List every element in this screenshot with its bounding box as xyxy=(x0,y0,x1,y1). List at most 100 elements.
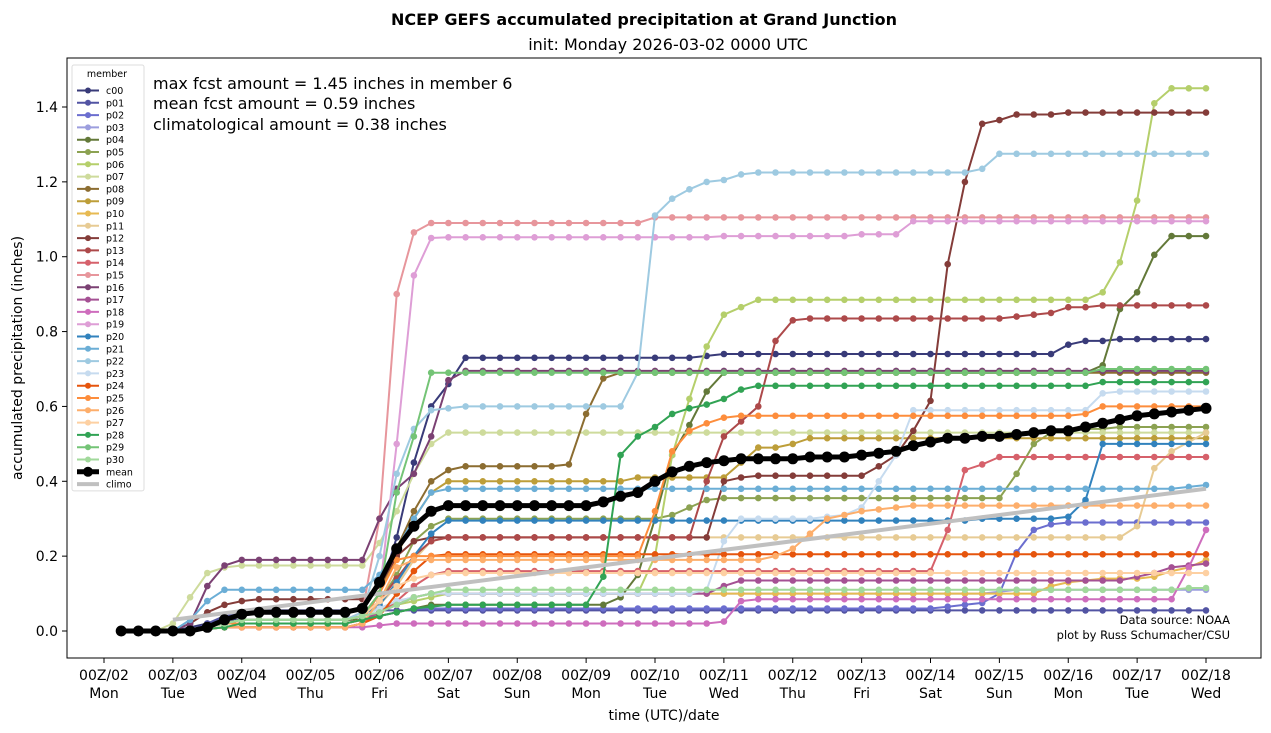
point-p02 xyxy=(1099,519,1106,526)
point-p02 xyxy=(1116,519,1124,526)
point-p16 xyxy=(376,515,383,522)
point-p14 xyxy=(944,526,951,534)
point-p29 xyxy=(1116,365,1124,373)
point-p24 xyxy=(892,551,900,558)
point-p18 xyxy=(410,620,418,627)
point-p29 xyxy=(668,369,676,377)
point-p07 xyxy=(823,429,831,436)
point-p27 xyxy=(823,569,831,577)
point-p29 xyxy=(548,369,555,377)
point-p24 xyxy=(755,551,762,558)
point-p01 xyxy=(1013,607,1020,614)
point-mean xyxy=(907,440,919,452)
point-p30 xyxy=(1030,586,1038,594)
point-p28 xyxy=(1030,382,1038,390)
point-p23 xyxy=(1065,406,1072,414)
point-p17 xyxy=(1202,560,1210,567)
point-p06 xyxy=(772,296,779,304)
point-c00 xyxy=(1151,335,1158,343)
point-p22 xyxy=(1202,150,1210,158)
point-p25 xyxy=(927,412,934,420)
point-p28 xyxy=(1133,378,1141,386)
point-p12 xyxy=(1065,109,1072,116)
x-tick-day: Sun xyxy=(986,686,1013,702)
point-p26 xyxy=(1030,502,1038,509)
point-p15 xyxy=(841,214,848,221)
point-p06 xyxy=(892,296,900,304)
y-tick-label: 0.2 xyxy=(36,549,58,565)
point-mean xyxy=(339,606,351,618)
legend-item-p27: p27 xyxy=(77,418,124,429)
point-p09 xyxy=(686,474,693,481)
point-mean xyxy=(1097,417,1109,429)
point-p20 xyxy=(686,517,693,524)
point-p25 xyxy=(1030,412,1038,420)
point-p22 xyxy=(892,169,900,176)
point-p26 xyxy=(565,556,573,564)
point-p29 xyxy=(858,369,865,377)
point-p13 xyxy=(1133,302,1141,309)
point-mean xyxy=(976,430,988,442)
point-p25 xyxy=(737,412,745,420)
point-p19 xyxy=(806,232,814,240)
point-p09 xyxy=(892,434,900,442)
point-p05 xyxy=(703,496,710,504)
point-p22 xyxy=(1030,150,1038,158)
legend-label: p24 xyxy=(106,381,124,392)
legend-label: p15 xyxy=(106,271,124,282)
point-mean xyxy=(770,453,781,465)
point-p21 xyxy=(1030,485,1038,493)
point-p30 xyxy=(668,586,676,594)
point-p28 xyxy=(961,382,969,390)
legend-label: p08 xyxy=(106,184,124,195)
legend-item-p07: p07 xyxy=(77,172,124,183)
point-p28 xyxy=(479,601,487,609)
point-mean xyxy=(201,621,213,633)
point-p08 xyxy=(496,463,504,470)
x-tick-label: 00Z/05 xyxy=(286,668,336,684)
point-p25 xyxy=(703,420,710,427)
point-p25 xyxy=(875,412,883,420)
point-p28 xyxy=(978,382,986,390)
point-p20 xyxy=(1047,515,1055,522)
point-p06 xyxy=(910,296,917,304)
point-p22 xyxy=(496,403,504,410)
point-p17 xyxy=(978,577,986,584)
point-p08 xyxy=(548,463,555,470)
point-p19 xyxy=(634,234,642,241)
point-p20 xyxy=(875,517,883,524)
point-p29 xyxy=(1065,369,1072,377)
point-mean xyxy=(1011,429,1023,440)
point-p14 xyxy=(1047,453,1055,461)
point-p02 xyxy=(841,605,848,612)
line-p21 xyxy=(121,484,1207,632)
point-p29 xyxy=(427,369,435,377)
legend-item-p25: p25 xyxy=(77,394,124,405)
point-c00 xyxy=(1116,335,1124,343)
point-c00 xyxy=(755,350,762,358)
point-mean xyxy=(666,466,678,478)
point-p19 xyxy=(1168,217,1175,225)
point-mean xyxy=(184,625,196,637)
point-p09 xyxy=(1065,434,1072,442)
annotation-climo: climatological amount = 0.38 inches xyxy=(153,115,447,134)
point-p29 xyxy=(978,369,986,377)
point-mean xyxy=(167,625,179,637)
point-p01 xyxy=(1082,607,1089,614)
point-p08 xyxy=(514,463,521,470)
point-p29 xyxy=(1168,365,1175,373)
point-p11 xyxy=(892,534,900,541)
point-p20 xyxy=(600,517,607,524)
line-p26 xyxy=(121,504,1206,632)
point-p19 xyxy=(1116,217,1124,225)
point-p19 xyxy=(755,232,762,240)
point-p22 xyxy=(565,403,573,410)
point-mean xyxy=(391,543,403,555)
legend-label: climo xyxy=(106,480,132,491)
point-p02 xyxy=(927,605,934,612)
point-p12 xyxy=(221,601,228,609)
series-p05 xyxy=(117,423,1210,635)
point-c00 xyxy=(617,354,624,362)
point-p17 xyxy=(1099,577,1106,584)
point-p11 xyxy=(772,534,779,541)
